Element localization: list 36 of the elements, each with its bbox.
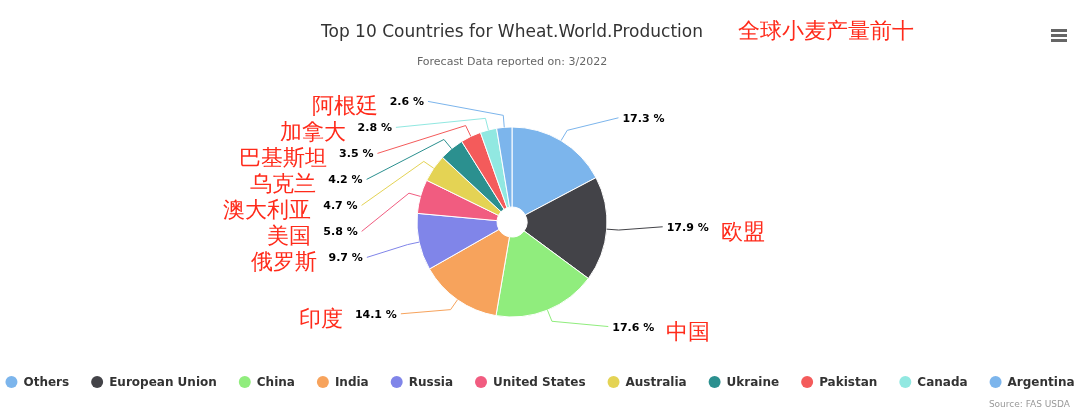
text: 巴基斯坦 [239,145,328,171]
text: 美国 [267,223,312,249]
legend-label: India [334,375,369,389]
data-label: 4.7 % [323,199,358,213]
text: 中国 [666,318,711,344]
legend-label: Pakistan [819,375,878,389]
legend-label: United States [492,375,586,389]
data-label: 4.2 % [328,173,363,187]
data-label: 5.8 % [323,225,358,239]
text: 澳大利亚 [223,197,312,223]
legend-label: European Union [109,375,217,389]
legend-label: Australia [625,375,687,389]
data-label: 17.9 % [666,220,709,234]
chart-subtitle: Forecast Data reported on: 3/2022 [416,55,608,68]
text: 印度 [298,305,343,331]
data-label: 2.8 % [357,121,392,135]
legend-label: Russia [408,375,453,389]
chart-title: Top 10 Countries for Wheat.World.Production [320,21,703,41]
text: 加拿大 [279,119,346,145]
legend-label: Canada [917,375,968,389]
legend-label: Ukraine [726,375,780,389]
legend-label: China [256,375,295,389]
data-label: 9.7 % [328,251,363,265]
legend-label: Argentina [1007,375,1075,389]
text: 阿根廷 [311,93,378,119]
data-label: 17.6 % [612,320,655,334]
text: 俄罗斯 [250,249,317,275]
legend-label: Others [23,375,70,389]
data-label: 3.5 % [339,147,374,161]
data-label: 2.6 % [389,95,424,109]
data-label: 14.1 % [354,307,397,321]
text: 乌克兰 [250,171,317,197]
source-note: Source: FAS USDA [988,399,1071,409]
text: 欧盟 [720,218,765,244]
text: 全球小麦产量前十 [738,18,914,43]
data-label: 17.3 % [622,111,665,125]
